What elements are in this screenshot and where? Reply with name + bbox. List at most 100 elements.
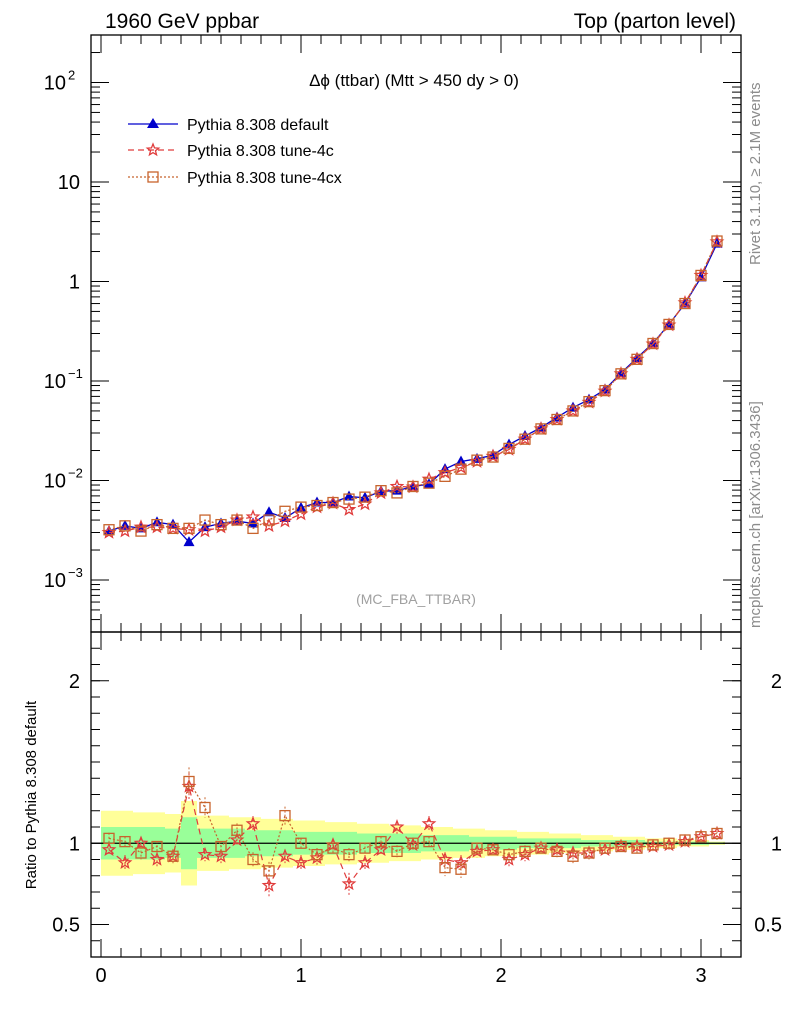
ratio-y-tick-label-right: 2 [771, 671, 782, 693]
ratio-point [341, 876, 357, 891]
ratio-point [199, 801, 211, 814]
ratio-point [373, 841, 389, 857]
x-tick-label: 1 [295, 965, 306, 987]
header-process-label: Top (parton level) [574, 10, 736, 33]
y-tick-label: 10 [44, 371, 66, 393]
data-point [183, 536, 195, 547]
rivet-version-label: Rivet 3.1.10, ≥ 2.1M events [747, 83, 764, 266]
y-tick-label: 10 [44, 72, 66, 94]
ratio-point [277, 848, 293, 863]
x-tick-label: 0 [95, 965, 106, 987]
data-point [517, 431, 533, 446]
data-point [455, 463, 467, 475]
ratio-point [311, 848, 323, 861]
y-tick-exponent: −2 [68, 465, 83, 480]
data-point [567, 405, 579, 417]
ratio-point [103, 832, 115, 845]
data-point [181, 521, 197, 537]
data-point [565, 403, 581, 418]
ratio-point [135, 847, 147, 859]
ratio-point [389, 819, 405, 834]
mcplots-label: mcplots.cern.ch [arXiv:1306.3436] [747, 401, 764, 628]
x-tick-label: 2 [495, 965, 506, 987]
main-series-2 [103, 235, 723, 537]
ratio-y-tick-label: 0.5 [52, 915, 80, 937]
ratio-point [359, 842, 371, 854]
data-point [629, 351, 645, 366]
y-tick-exponent: −3 [68, 565, 83, 580]
y-tick-label: 1 [69, 271, 80, 293]
data-point [469, 453, 485, 468]
data-point [551, 411, 563, 422]
ratio-point [197, 846, 213, 861]
ratio-point [501, 851, 517, 866]
ratio-point [343, 848, 355, 861]
data-point [503, 442, 515, 455]
legend: Pythia 8.308 default Pythia 8.308 tune-4… [128, 117, 342, 187]
ratio-point [261, 877, 277, 892]
data-point [679, 297, 691, 310]
ratio-point [263, 865, 275, 877]
data-point [133, 519, 149, 534]
analysis-label: (MC_FBA_TTBAR) [356, 591, 476, 607]
ratio-point [503, 848, 515, 861]
ratio-point [663, 837, 675, 849]
legend-entry-tune-4c: Pythia 8.308 tune-4c [128, 142, 334, 160]
ratio-point [391, 845, 403, 858]
data-point [647, 337, 659, 350]
data-point [439, 470, 451, 483]
data-point [165, 520, 181, 535]
ratio-point [407, 837, 419, 849]
ratio-point [549, 841, 565, 857]
ratio-point [613, 838, 629, 853]
ratio-y-tick-label-right: 1 [771, 833, 782, 855]
data-point [263, 514, 275, 526]
data-point [661, 317, 677, 332]
ratio-point [615, 840, 627, 853]
data-point [215, 518, 227, 531]
legend-entry-tune-4cx: Pythia 8.308 tune-4cx [128, 170, 342, 187]
data-point [295, 501, 307, 513]
data-point [535, 423, 547, 435]
ratio-point [455, 863, 467, 875]
data-point [375, 485, 387, 497]
data-point [229, 512, 245, 527]
data-point [423, 477, 435, 489]
data-point [709, 234, 725, 249]
ratio-point [119, 835, 131, 848]
ratio-point [711, 827, 723, 840]
ratio-point [215, 840, 227, 853]
legend-label-default: Pythia 8.308 default [187, 117, 329, 134]
ratio-y-tick-label-right: 0.5 [754, 915, 782, 937]
ratio-point [519, 845, 531, 858]
triangle-marker-icon [147, 118, 159, 128]
main-series-0 [103, 237, 723, 547]
ratio-point [421, 815, 437, 831]
data-point [117, 523, 133, 538]
data-point [261, 518, 277, 533]
ratio-point [117, 854, 133, 870]
data-point [597, 383, 613, 398]
data-point [119, 520, 131, 532]
ratio-point [679, 834, 691, 846]
data-point [437, 464, 453, 479]
data-point [485, 448, 501, 463]
ratio-y-tick-label: 1 [69, 833, 80, 855]
ratio-line [108, 779, 718, 872]
ratio-point [149, 851, 165, 866]
data-point [327, 496, 339, 509]
data-point [343, 493, 355, 505]
ratio-point [245, 815, 261, 831]
data-point [487, 451, 499, 463]
ratio-point [183, 775, 195, 788]
data-point [277, 513, 293, 528]
y-tick-label: 10 [44, 470, 66, 492]
data-point [453, 459, 469, 474]
ratio-point [101, 841, 117, 857]
data-point [677, 295, 693, 310]
ratio-point [471, 842, 483, 854]
ratio-point [247, 853, 259, 866]
data-point [167, 522, 179, 535]
